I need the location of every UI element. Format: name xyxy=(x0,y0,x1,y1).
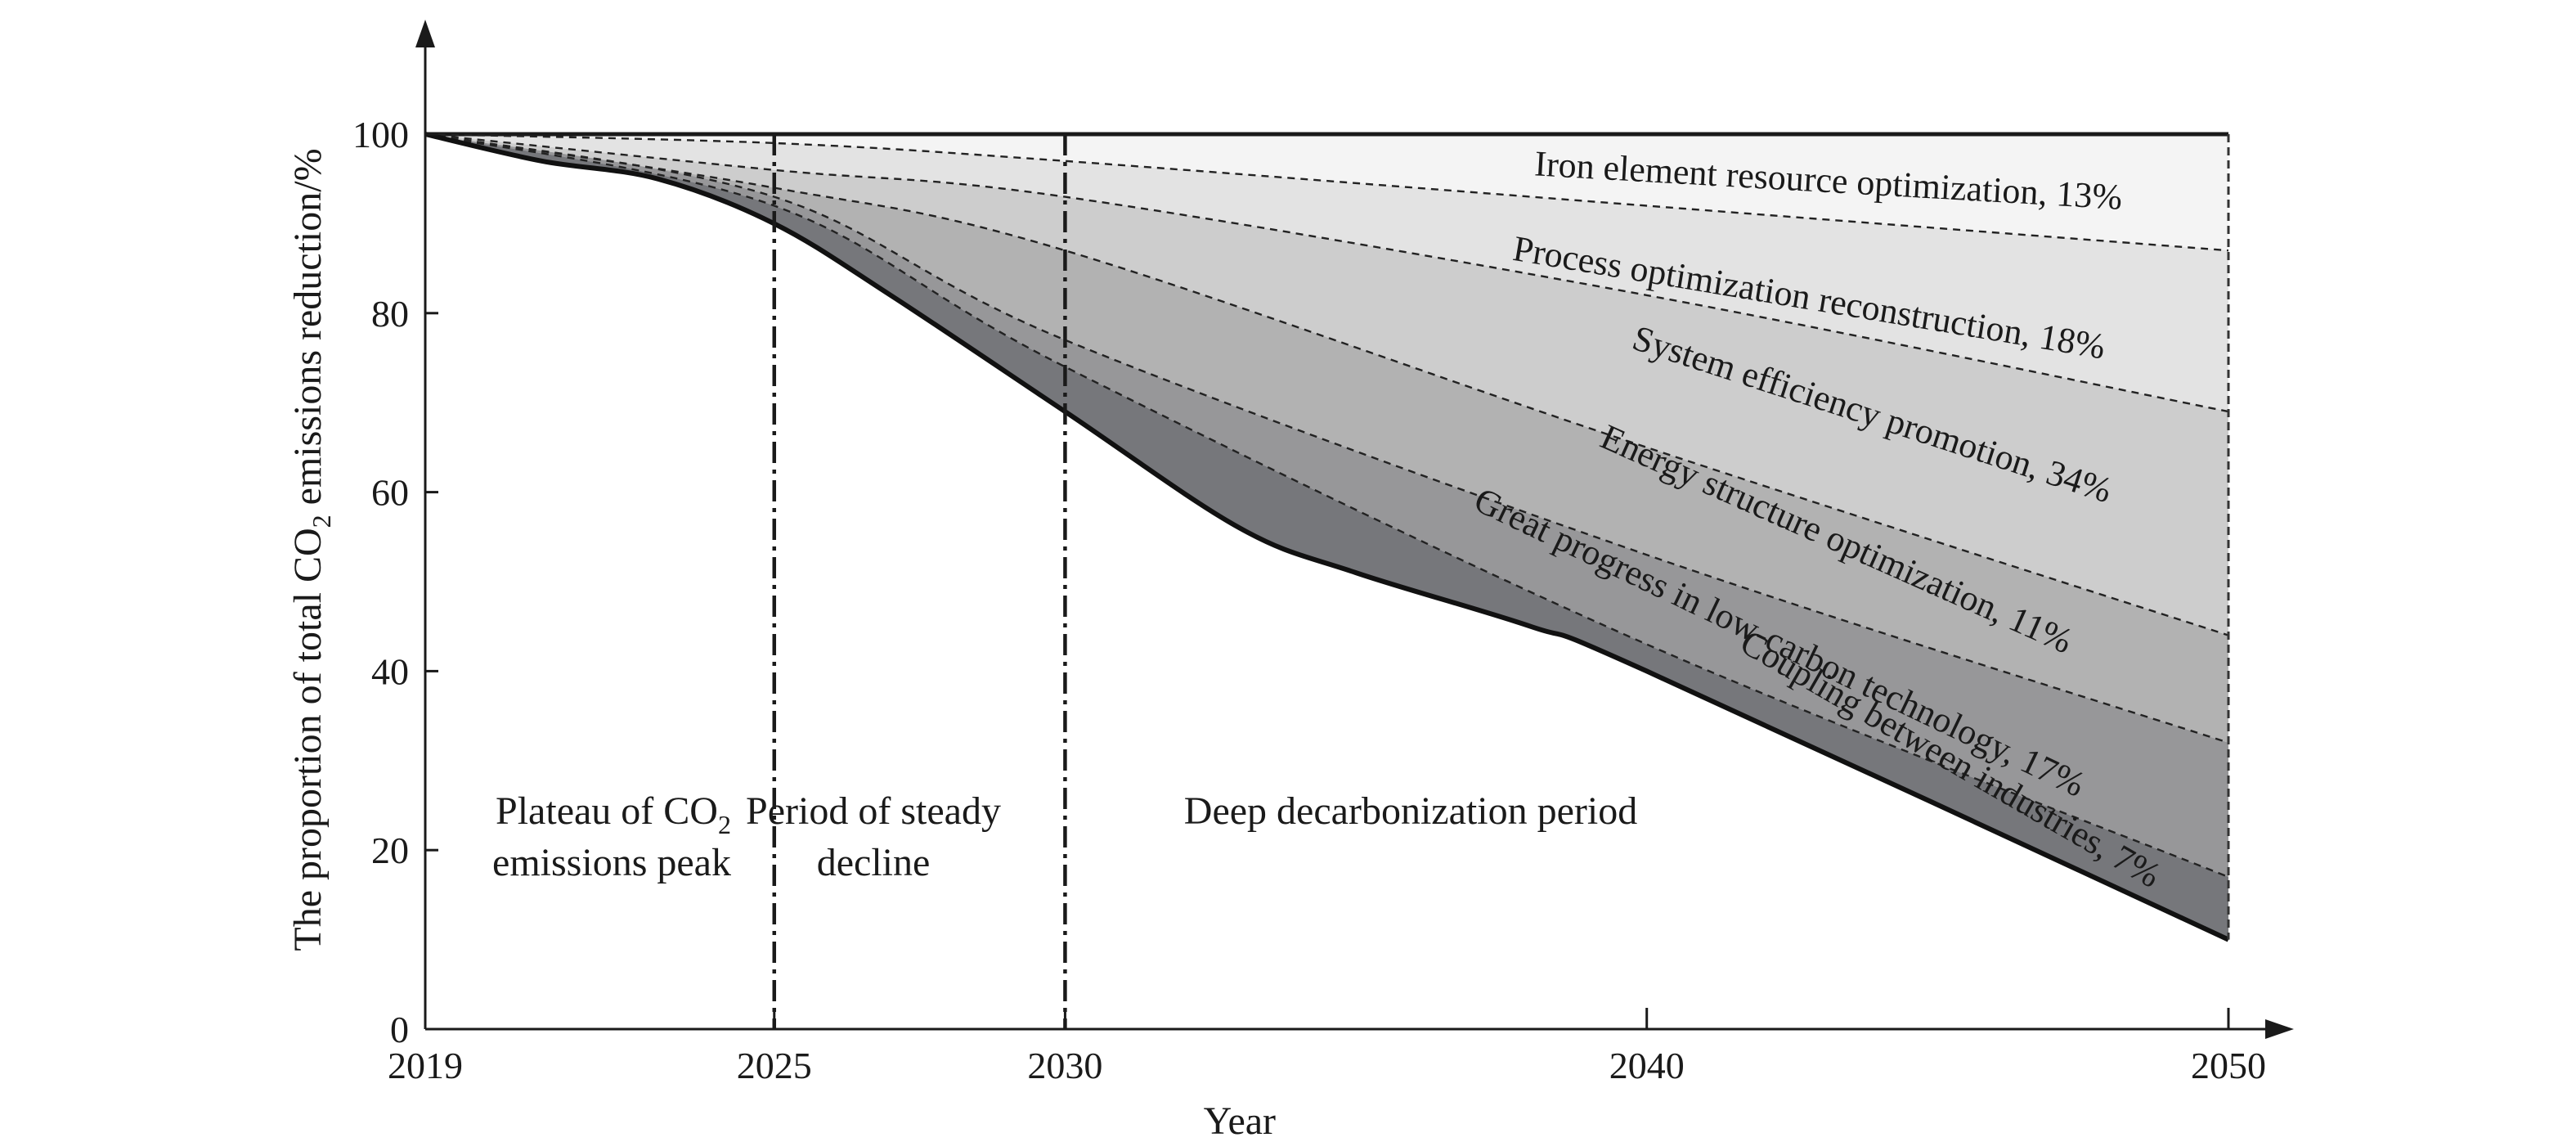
x-axis-label: Year xyxy=(1204,1099,1276,1142)
x-tick-label-2025: 2025 xyxy=(737,1045,812,1086)
x-axis-arrow xyxy=(2265,1019,2294,1039)
period-label-2-line1: Period of steady xyxy=(746,789,1001,833)
y-tick-label-60: 60 xyxy=(371,472,409,514)
boundary-line-6 xyxy=(424,132,2230,942)
band-5 xyxy=(425,134,2228,877)
y-axis-arrow xyxy=(415,20,435,47)
x-tick-label-2019: 2019 xyxy=(388,1045,463,1086)
x-tick-label-2050: 2050 xyxy=(2191,1045,2266,1086)
y-axis-label: The proportion of total CO2 emissions re… xyxy=(286,148,336,951)
band-4 xyxy=(425,134,2228,743)
period-label-3: Deep decarbonization period xyxy=(1184,789,1637,833)
period-label-1-text: Plateau of CO xyxy=(496,789,718,833)
y-tick-label-0: 0 xyxy=(390,1009,409,1050)
y-axis-label-part: The proportion of total CO xyxy=(286,528,330,951)
period-label-1-line1: Plateau of CO2 xyxy=(496,789,731,839)
boundary-line-1 xyxy=(424,133,2229,252)
boundary-lines xyxy=(424,132,2230,942)
boundary-line-3 xyxy=(424,133,2229,636)
y-tick-label-80: 80 xyxy=(371,293,409,335)
period-label-1-subscript: 2 xyxy=(718,810,731,839)
boundary-line-5 xyxy=(424,133,2229,879)
band-1 xyxy=(425,134,2228,251)
period-dividers xyxy=(772,134,1067,1029)
y-axis-label-part: emissions reduction/% xyxy=(286,148,330,515)
y-axis-label-subscript: 2 xyxy=(307,515,336,528)
y-tick-label-100: 100 xyxy=(352,114,409,155)
y-tick-label-40: 40 xyxy=(371,650,409,692)
boundary-line-4 xyxy=(424,133,2229,744)
band-3 xyxy=(425,134,2228,636)
boundary-line-2 xyxy=(424,133,2229,413)
period-label-1-line2: emissions peak xyxy=(492,841,731,884)
axes xyxy=(415,20,2294,1039)
x-tick-label-2040: 2040 xyxy=(1609,1045,1685,1086)
period-label-2-line2: decline xyxy=(817,841,931,884)
y-tick-label-20: 20 xyxy=(371,830,409,871)
x-tick-label-2030: 2030 xyxy=(1027,1045,1102,1086)
area-bands xyxy=(425,134,2228,940)
band-6 xyxy=(425,134,2228,940)
band-2 xyxy=(425,134,2228,412)
